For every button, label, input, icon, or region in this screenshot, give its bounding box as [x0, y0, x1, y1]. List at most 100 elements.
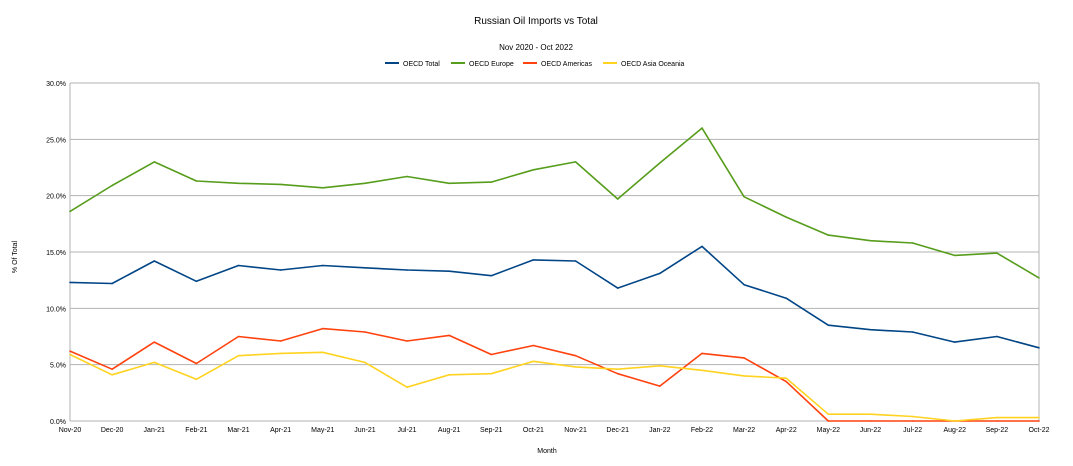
series-line — [69, 351, 1039, 422]
x-tick-label: Sep-22 — [986, 427, 1009, 434]
data-point — [869, 239, 872, 242]
x-tick-label: Nov-20 — [59, 427, 82, 434]
data-point — [743, 195, 745, 198]
data-point — [279, 183, 282, 186]
x-tick-label: Apr-21 — [270, 427, 291, 434]
x-tick-label: Jan-21 — [144, 427, 166, 434]
data-point — [659, 272, 661, 275]
x-tick-label: Mar-22 — [733, 427, 755, 434]
x-tick-label: Nov-21 — [564, 427, 587, 434]
data-point — [785, 377, 788, 379]
data-point — [237, 182, 240, 185]
data-point — [237, 354, 240, 357]
series-lines — [69, 127, 1040, 422]
data-point — [532, 344, 535, 347]
data-point — [911, 415, 914, 418]
data-point — [1038, 420, 1040, 422]
data-point — [279, 269, 282, 271]
x-tick-label: Oct-21 — [523, 427, 544, 434]
x-tick-label: Mar-21 — [227, 427, 249, 434]
y-tick-label: 15.0% — [46, 250, 66, 257]
data-point — [153, 341, 156, 343]
data-point — [195, 378, 198, 381]
x-tick-label: Feb-21 — [185, 427, 207, 434]
data-point — [490, 353, 493, 356]
y-tick-label: 30.0% — [46, 81, 66, 88]
data-point — [321, 186, 324, 189]
x-tick-label: Jan-22 — [649, 427, 671, 434]
x-tick-label: Jul-21 — [398, 427, 417, 434]
series-oecd-europe — [69, 127, 1040, 279]
x-tick-label: Jun-22 — [860, 427, 882, 434]
data-point — [659, 364, 661, 367]
data-point — [195, 362, 198, 365]
y-axis-ticks: 0.0% 5.0% 10.0% 15.0% 20.0% 25.0% 30.0% — [46, 81, 66, 426]
data-point — [701, 352, 703, 355]
y-tick-label: 25.0% — [46, 137, 66, 144]
data-point — [279, 352, 282, 355]
data-point — [827, 420, 830, 422]
data-point — [616, 372, 619, 375]
chart-title: Russian Oil Imports vs Total — [474, 16, 598, 27]
series-oecd-asia-oceania — [69, 351, 1040, 422]
data-point — [153, 361, 156, 364]
data-point — [195, 180, 198, 182]
series-line — [69, 127, 1040, 279]
data-point — [743, 375, 745, 377]
x-tick-label: Feb-22 — [691, 427, 713, 434]
x-tick-label: May-22 — [817, 427, 840, 434]
y-tick-label: 10.0% — [46, 306, 66, 313]
data-point — [111, 368, 113, 370]
x-tick-label: Dec-21 — [606, 427, 629, 434]
data-point — [996, 335, 998, 338]
data-point — [490, 372, 493, 375]
data-point — [111, 184, 113, 187]
data-point — [195, 280, 198, 283]
legend-item: OECD Total — [385, 61, 440, 68]
x-tick-label: Jul-22 — [903, 427, 922, 434]
data-point — [69, 210, 71, 213]
legend-label: OECD Americas — [541, 61, 592, 68]
legend-item: OECD Europe — [451, 61, 514, 68]
legend-label: OECD Asia Oceania — [621, 61, 685, 68]
data-point — [996, 420, 998, 422]
data-point — [111, 374, 113, 376]
data-point — [364, 266, 366, 269]
data-point — [574, 260, 577, 262]
data-point — [869, 328, 872, 331]
data-point — [532, 168, 535, 171]
data-point — [785, 216, 788, 218]
data-point — [448, 270, 450, 272]
data-point — [743, 357, 745, 359]
legend-item: OECD Asia Oceania — [603, 61, 685, 68]
series-line — [69, 327, 1039, 422]
x-axis-label: Month — [537, 448, 557, 455]
data-point — [406, 386, 408, 389]
data-point — [785, 297, 788, 299]
data-point — [448, 374, 450, 376]
data-point — [406, 175, 408, 178]
data-point — [996, 416, 998, 419]
y-tick-label: 20.0% — [46, 194, 66, 201]
data-point — [111, 282, 113, 285]
legend-label: OECD Total — [403, 61, 440, 68]
data-point — [532, 360, 535, 363]
data-point — [490, 181, 493, 183]
data-point — [1038, 416, 1040, 419]
data-point — [996, 252, 998, 254]
data-point — [321, 264, 324, 267]
data-point — [406, 269, 408, 271]
y-tick-label: 0.0% — [50, 419, 66, 426]
series-oecd-total — [69, 245, 1040, 349]
data-point — [364, 361, 366, 364]
data-point — [953, 254, 956, 257]
data-point — [659, 162, 661, 164]
series-oecd-americas — [69, 327, 1040, 422]
gridlines — [69, 82, 1040, 422]
legend-label: OECD Europe — [469, 61, 514, 68]
data-point — [153, 260, 156, 262]
data-point — [869, 413, 872, 416]
data-point — [659, 385, 661, 387]
